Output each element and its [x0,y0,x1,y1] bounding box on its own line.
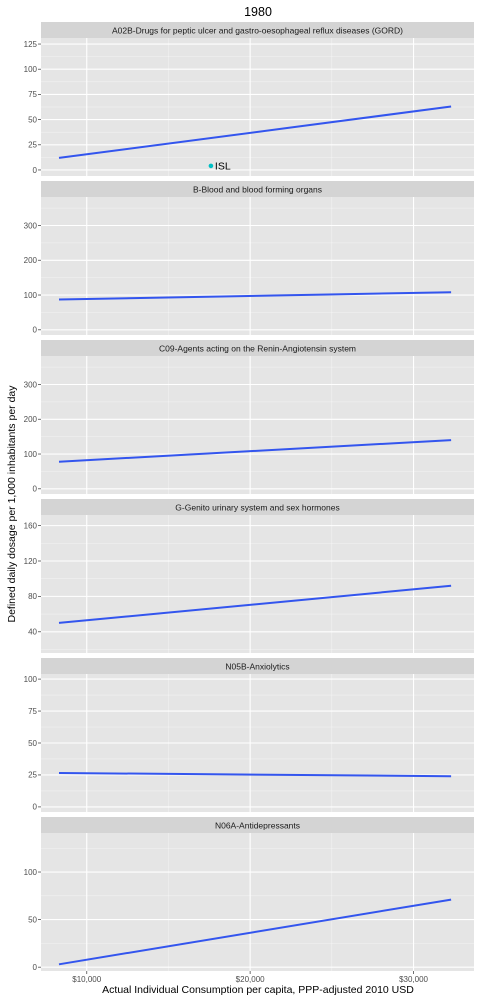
y-tick-label: 100 [24,868,38,877]
y-tick-label: 125 [24,40,38,49]
panel-background [41,197,474,335]
facet-panel: C09-Agents acting on the Renin-Angiotens… [24,340,474,494]
y-tick-label: 25 [28,771,37,780]
panel-background [41,356,474,494]
y-tick-label: 75 [28,707,37,716]
x-tick-label: $30,000 [399,975,428,984]
series-line [58,439,452,463]
y-tick-label: 100 [24,65,38,74]
series-line [58,772,452,778]
y-tick-label: 50 [28,915,37,924]
y-tick-label: 0 [33,485,38,494]
y-tick-label: 0 [33,166,38,175]
y-tick-label: 75 [28,90,37,99]
panel-background [41,833,474,971]
x-tick-label: $20,000 [236,975,265,984]
y-tick-label: 120 [24,557,38,566]
y-tick-label: 300 [24,221,38,230]
y-tick-label: 0 [33,963,38,972]
facet-panel: N05B-Anxiolytics 0 25 50 75 100 [24,658,474,812]
y-tick-label: 100 [24,675,38,684]
y-tick-label: 50 [28,115,37,124]
facet-strip [41,181,474,197]
y-tick-label: 160 [24,521,38,530]
facet-strip [41,340,474,356]
series-line [58,584,452,624]
facet-strip-label: C09-Agents acting on the Renin-Angiotens… [159,344,356,354]
facet-panels: A02B-Drugs for peptic ulcer and gastro-o… [24,22,474,972]
data-point [208,163,214,169]
y-tick-label: 25 [28,141,37,150]
facet-panel: G-Genito urinary system and sex hormones… [24,499,474,653]
y-tick-label: 40 [28,628,37,637]
y-tick-label: 200 [24,415,38,424]
y-tick-label: 0 [33,326,38,335]
y-tick-label: 100 [24,450,38,459]
x-tick-label: $10,000 [72,975,101,984]
facet-strip [41,658,474,674]
facet-panel: A02B-Drugs for peptic ulcer and gastro-o… [24,22,474,176]
data-point-label: ISL [215,161,231,173]
facet-strip [41,22,474,38]
y-tick-label: 80 [28,592,37,601]
panel-background [41,515,474,653]
x-axis-title: Actual Individual Consumption per capita… [102,984,414,996]
series-line [58,105,452,159]
facet-strip-label: B-Blood and blood forming organs [193,185,322,195]
facet-strip-label: A02B-Drugs for peptic ulcer and gastro-o… [112,26,403,36]
y-tick-label: 100 [24,291,38,300]
facet-panel: B-Blood and blood forming organs 0 100 200 3… [24,181,474,335]
series-line [58,898,452,966]
y-axis-title: Defined daily dosage per 1,000 inhabitan… [6,385,18,623]
y-tick-label: 200 [24,256,38,265]
y-tick-label: 300 [24,380,38,389]
facet-strip-label: N06A-Antidepressants [215,821,300,831]
y-tick-label: 0 [33,803,38,812]
facet-strip-label: N05B-Anxiolytics [225,662,289,672]
x-axis: $10,000 $20,000 $30,000 [72,971,429,984]
y-tick-label: 50 [28,739,37,748]
facet-strip-label: G-Genito urinary system and sex hormones [175,503,339,513]
facet-strip [41,499,474,515]
series-line [58,291,452,301]
facet-panel: N06A-Antidepressants 0 50 100 [24,817,474,972]
chart-title: 1980 [244,5,272,19]
facet-strip [41,817,474,833]
